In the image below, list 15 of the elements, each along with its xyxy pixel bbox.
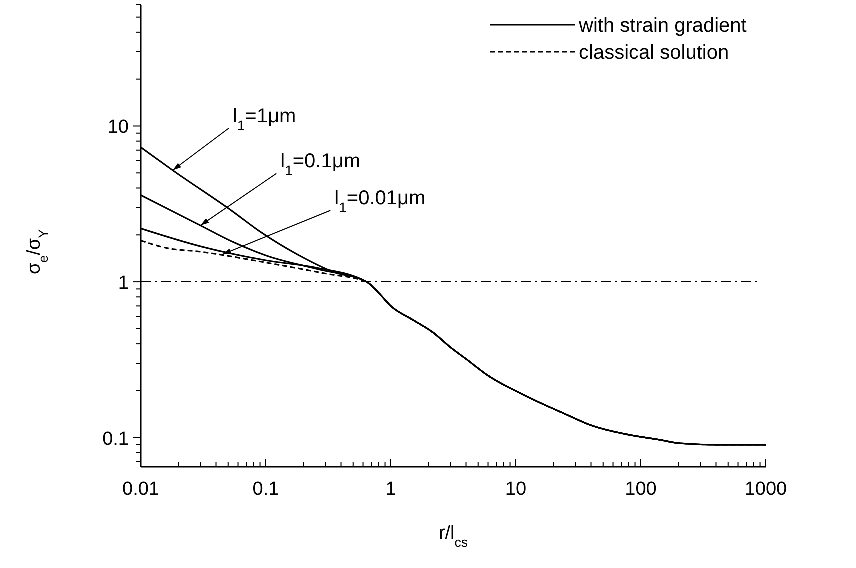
y-tick-label: 1 [118, 273, 129, 294]
annotation: l$_{1}$=0.01μm [334, 188, 426, 216]
x-tick-label: 10 [505, 479, 527, 500]
x-tick-label: 100 [625, 479, 657, 500]
x-axis-title: r/l$_{cs}$ [438, 523, 468, 550]
legend-label: classical solution [579, 42, 730, 64]
annotation: l$_{1}$=1μm [232, 105, 296, 134]
x-tick-label: 1000 [744, 479, 788, 500]
y-tick-label: 10 [108, 117, 129, 138]
annotation: l$_{1}$=0.1μm [280, 150, 361, 179]
y-tick-label: 0.1 [102, 428, 129, 450]
x-tick-label: 1 [386, 479, 396, 500]
legend-label: with strain gradient [578, 15, 748, 37]
x-tick-label: 0.1 [252, 479, 280, 500]
x-tick-label: 0.01 [122, 479, 160, 500]
